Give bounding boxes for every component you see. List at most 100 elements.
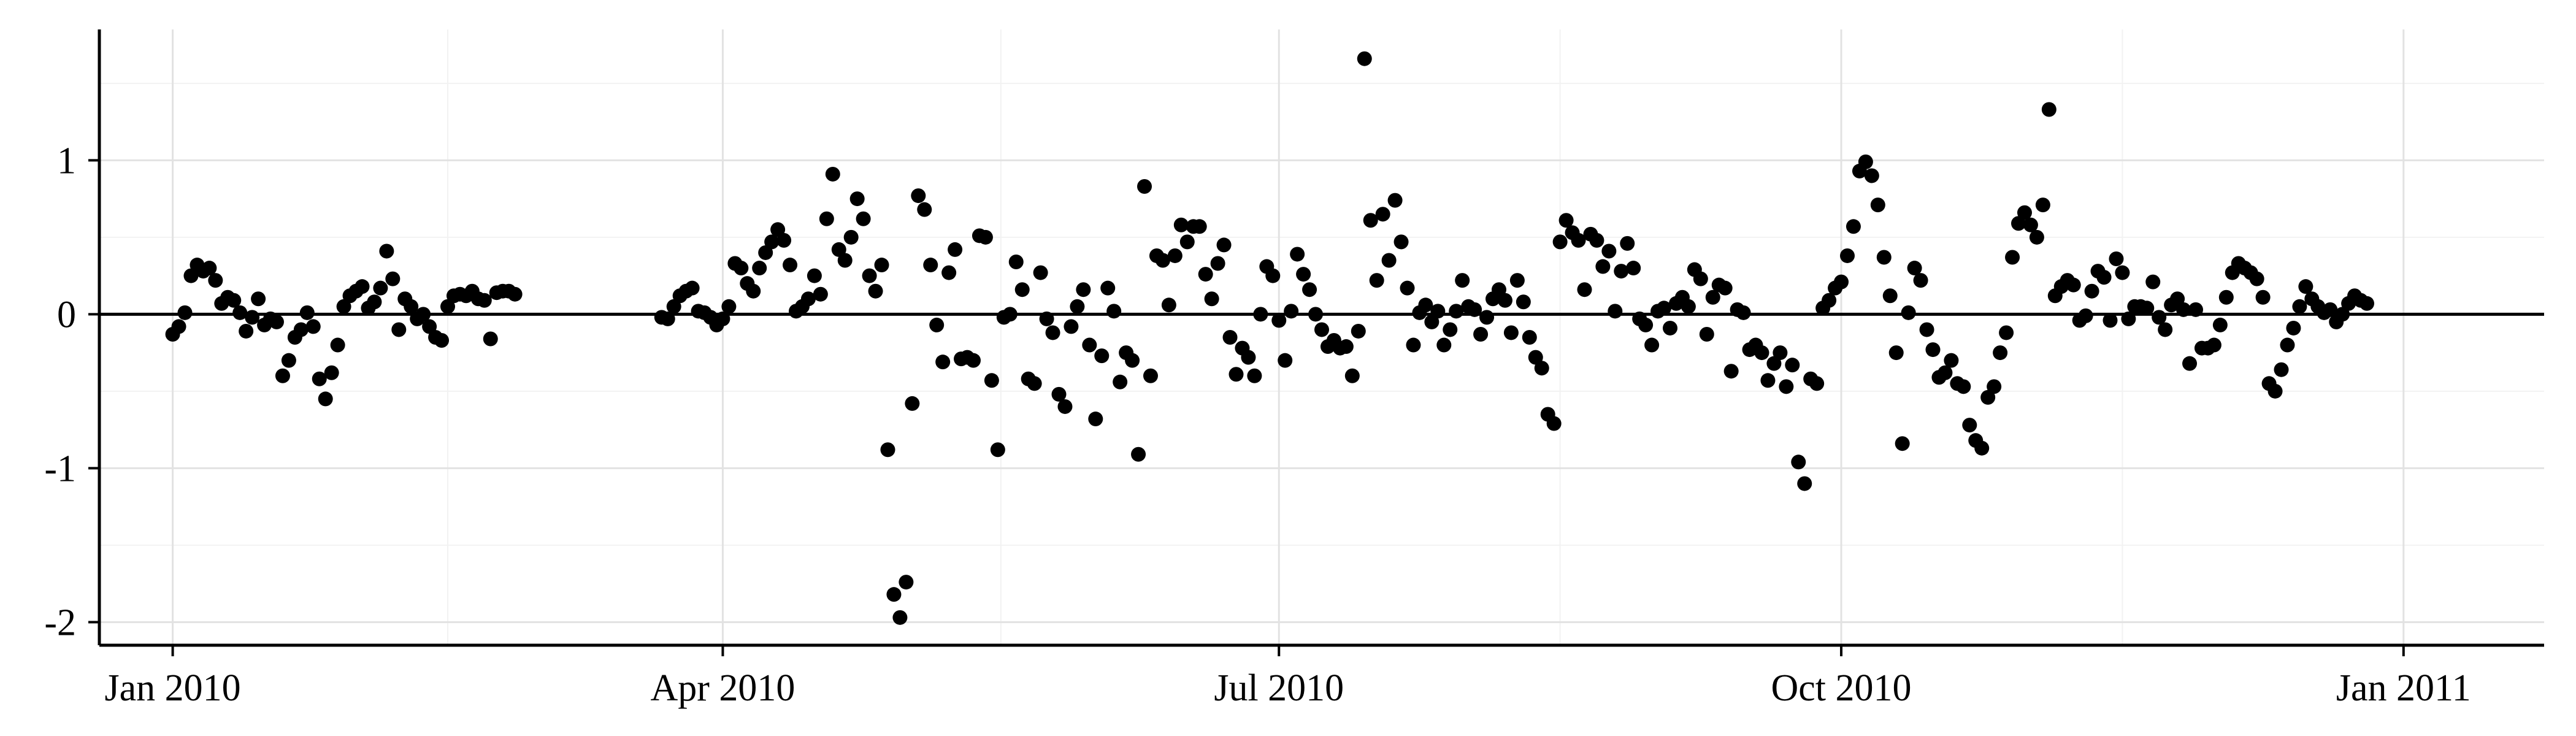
data-point [721,299,737,314]
data-point [2096,270,2112,285]
data-point [819,211,834,226]
data-point [1858,154,1873,169]
data-point [874,258,889,273]
data-point [1913,273,1928,288]
tick-label-layer: Jan 2010 Apr 2010 Jul 2010 Oct 2010 Jan 2011… [44,140,2471,709]
y-tick-label: -2 [44,602,76,643]
data-point [1400,280,1415,296]
data-point [330,337,345,353]
data-point [1773,345,1788,361]
data-point [1882,288,1898,304]
data-point [2323,302,2338,317]
data-point [312,371,327,386]
data-point [1137,179,1152,194]
data-point [2115,265,2130,280]
data-point [2188,302,2203,317]
data-point [807,268,822,283]
data-point [899,575,914,590]
data-point [507,286,523,302]
x-tick-label: Jan 2010 [105,667,241,709]
data-point [1503,325,1519,340]
data-point [1528,350,1543,365]
data-point [1479,310,1495,325]
data-point [1552,234,1568,250]
data-point [800,291,816,307]
data-point [905,396,920,411]
data-point [1131,447,1146,462]
data-point [2298,279,2313,294]
data-point [2255,289,2271,305]
data-point [239,323,254,339]
data-point [1278,353,1293,368]
data-point [1999,325,2014,340]
data-point [1082,337,1097,353]
data-point [929,317,945,332]
data-point [1938,365,1953,380]
data-point [1198,267,1213,282]
data-point [1797,476,1812,491]
data-point [1357,51,1372,66]
tick-layer [88,159,2405,656]
data-point [1296,267,1311,282]
data-point [660,311,675,326]
data-point [684,280,700,296]
data-point [422,319,437,334]
data-point [2084,283,2099,299]
data-point [2152,310,2167,325]
data-point [783,258,798,273]
data-point [941,265,957,280]
data-point [2280,337,2295,353]
data-point [1179,234,1195,250]
data-point [862,268,877,283]
data-point [917,202,932,217]
data-point [299,305,315,320]
data-point [892,610,908,625]
data-point [831,242,846,257]
data-point [1663,320,1678,335]
data-point [1491,282,1506,297]
data-point [1167,248,1183,263]
data-point [440,299,456,314]
data-point [1393,234,1409,250]
data-point [1693,271,1708,286]
data-point [2267,383,2283,399]
data-point [1173,217,1189,232]
data-point [1014,282,1030,297]
data-point [856,211,871,226]
x-tick-label: Jan 2011 [2336,667,2471,709]
data-point [715,311,730,326]
data-point [477,293,492,308]
data-point [2182,356,2198,371]
data-point [251,291,266,307]
data-point [2359,296,2375,311]
data-point [1106,304,1122,319]
data-point [1785,358,1800,373]
data-point [1033,265,1048,280]
data-point [293,322,309,337]
data-point [1455,273,1470,288]
data-point [336,299,351,314]
data-point [324,365,339,380]
data-point [1418,297,1433,313]
data-point [1614,264,1629,279]
data-point [177,305,193,320]
data-point [171,319,186,334]
data-point [281,353,296,368]
data-point [1620,236,1635,251]
data-point [1308,307,1324,322]
data-point [1717,280,1733,296]
data-point [305,319,321,334]
data-point [1834,274,1849,289]
data-point [2078,308,2093,323]
data-point [1980,389,1996,405]
data-point [1546,416,1562,431]
data-point [1681,299,1696,314]
data-point [1387,193,1403,208]
data-point [1161,297,1176,313]
data-point [923,258,938,273]
data-point [868,283,883,299]
data-point [1027,376,1042,391]
data-point [1051,386,1067,402]
x-tick-label: Jul 2010 [1214,667,1344,709]
data-point [1302,282,1317,297]
